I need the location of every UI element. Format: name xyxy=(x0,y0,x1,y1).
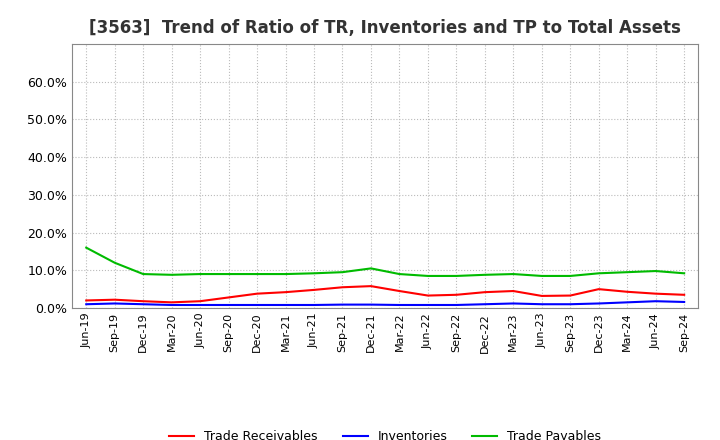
Trade Payables xyxy=(680,271,688,276)
Inventories xyxy=(395,302,404,308)
Trade Payables xyxy=(509,271,518,277)
Line: Trade Payables: Trade Payables xyxy=(86,248,684,276)
Inventories xyxy=(310,302,318,308)
Inventories xyxy=(595,301,603,306)
Inventories xyxy=(167,302,176,308)
Inventories xyxy=(652,299,660,304)
Inventories xyxy=(623,300,631,305)
Trade Receivables xyxy=(253,291,261,296)
Trade Receivables xyxy=(452,292,461,297)
Trade Payables xyxy=(452,273,461,279)
Inventories xyxy=(452,302,461,308)
Inventories xyxy=(225,302,233,308)
Trade Payables xyxy=(652,268,660,274)
Trade Payables xyxy=(366,266,375,271)
Trade Receivables xyxy=(110,297,119,302)
Trade Receivables xyxy=(423,293,432,298)
Trade Payables xyxy=(566,273,575,279)
Inventories xyxy=(423,302,432,308)
Trade Receivables xyxy=(480,290,489,295)
Trade Receivables xyxy=(310,287,318,293)
Trade Payables xyxy=(537,273,546,279)
Inventories xyxy=(566,301,575,307)
Trade Payables xyxy=(82,245,91,250)
Inventories xyxy=(196,302,204,308)
Inventories xyxy=(366,302,375,307)
Legend: Trade Receivables, Inventories, Trade Payables: Trade Receivables, Inventories, Trade Pa… xyxy=(164,425,606,440)
Line: Inventories: Inventories xyxy=(86,301,684,305)
Trade Payables xyxy=(595,271,603,276)
Inventories xyxy=(338,302,347,307)
Trade Payables xyxy=(480,272,489,278)
Title: [3563]  Trend of Ratio of TR, Inventories and TP to Total Assets: [3563] Trend of Ratio of TR, Inventories… xyxy=(89,19,681,37)
Trade Receivables xyxy=(652,291,660,296)
Trade Receivables xyxy=(282,290,290,295)
Inventories xyxy=(282,302,290,308)
Trade Receivables xyxy=(82,298,91,303)
Trade Receivables xyxy=(366,283,375,289)
Trade Payables xyxy=(253,271,261,277)
Trade Payables xyxy=(225,271,233,277)
Trade Receivables xyxy=(225,295,233,300)
Inventories xyxy=(253,302,261,308)
Trade Payables xyxy=(623,270,631,275)
Trade Receivables xyxy=(167,300,176,305)
Inventories xyxy=(537,301,546,307)
Trade Payables xyxy=(167,272,176,278)
Trade Payables xyxy=(310,271,318,276)
Trade Receivables xyxy=(196,299,204,304)
Inventories xyxy=(509,301,518,306)
Line: Trade Receivables: Trade Receivables xyxy=(86,286,684,302)
Trade Receivables xyxy=(623,289,631,294)
Trade Payables xyxy=(196,271,204,277)
Inventories xyxy=(82,301,91,307)
Trade Payables xyxy=(282,271,290,277)
Inventories xyxy=(480,301,489,307)
Trade Receivables xyxy=(338,285,347,290)
Inventories xyxy=(680,299,688,304)
Trade Receivables xyxy=(395,288,404,293)
Trade Receivables xyxy=(139,299,148,304)
Trade Receivables xyxy=(595,286,603,292)
Trade Receivables xyxy=(566,293,575,298)
Inventories xyxy=(110,301,119,306)
Trade Payables xyxy=(423,273,432,279)
Trade Receivables xyxy=(680,292,688,297)
Trade Payables xyxy=(110,260,119,265)
Trade Payables xyxy=(139,271,148,277)
Inventories xyxy=(139,301,148,307)
Trade Receivables xyxy=(537,293,546,299)
Trade Payables xyxy=(338,270,347,275)
Trade Payables xyxy=(395,271,404,277)
Trade Receivables xyxy=(509,288,518,293)
